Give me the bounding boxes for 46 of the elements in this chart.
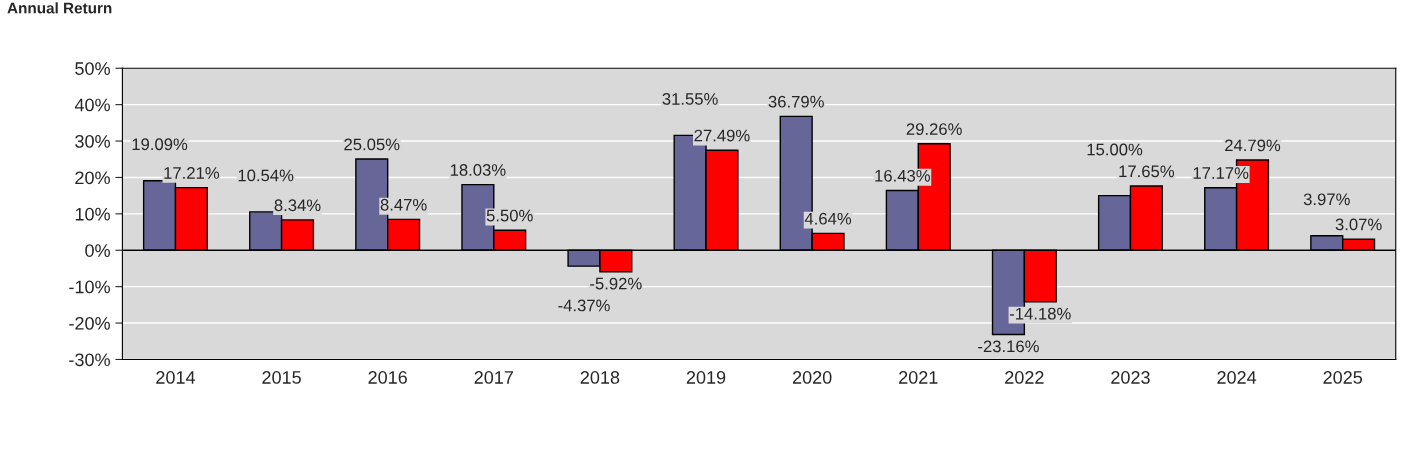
data-label: 24.79% [1225, 139, 1281, 152]
y-tick-label: -10% [69, 280, 110, 294]
data-label: 5.50% [486, 209, 533, 222]
y-tick-label: 40% [74, 98, 110, 112]
x-tick-label: 2021 [899, 371, 938, 384]
data-label: -4.37% [558, 299, 610, 312]
data-label: -23.16% [978, 340, 1039, 353]
data-label: 17.21% [164, 167, 220, 179]
data-label: 19.09% [132, 138, 188, 151]
data-label: 15.00% [1087, 143, 1143, 156]
y-tick-label: 0% [85, 244, 110, 257]
data-label: 3.07% [1335, 218, 1382, 231]
x-tick-label: 2024 [1217, 371, 1257, 384]
data-label: 4.64% [804, 212, 852, 225]
data-label: 16.43% [875, 169, 930, 182]
data-label: 8.34% [274, 199, 321, 212]
data-label: 31.55% [662, 93, 718, 105]
y-tick-label: 10% [75, 207, 110, 221]
data-label: 17.17% [1193, 167, 1249, 179]
x-tick-label: 2014 [156, 371, 196, 384]
x-tick-label: 2020 [792, 371, 832, 384]
y-tick-label: -30% [69, 353, 110, 367]
data-label: 25.05% [344, 138, 400, 151]
data-label: -14.18% [1009, 307, 1071, 320]
data-label: 17.65% [1119, 165, 1175, 178]
x-tick-label: 2015 [262, 371, 301, 384]
x-tick-label: 2017 [474, 371, 513, 384]
x-tick-label: 2022 [1005, 371, 1044, 384]
data-label: 10.54% [238, 169, 294, 182]
data-label: 36.79% [768, 95, 824, 108]
data-label: -5.92% [590, 277, 642, 290]
data-label: 8.47% [380, 198, 427, 211]
data-label: 3.97% [1303, 193, 1350, 206]
y-tick-label: -20% [69, 316, 110, 330]
data-label: 18.03% [450, 164, 506, 176]
y-tick-label: 50% [75, 62, 110, 75]
x-tick-label: 2023 [1111, 371, 1150, 384]
data-label: 29.26% [906, 123, 962, 135]
x-tick-label: 2016 [368, 371, 407, 384]
y-tick-label: 20% [75, 171, 110, 185]
x-tick-label: 2019 [686, 371, 726, 384]
chart-title: Annual Return [7, 2, 112, 14]
x-tick-label: 2018 [580, 371, 620, 384]
y-tick-label: 30% [75, 134, 110, 148]
data-label: 27.49% [694, 129, 750, 142]
x-tick-label: 2025 [1323, 371, 1363, 384]
